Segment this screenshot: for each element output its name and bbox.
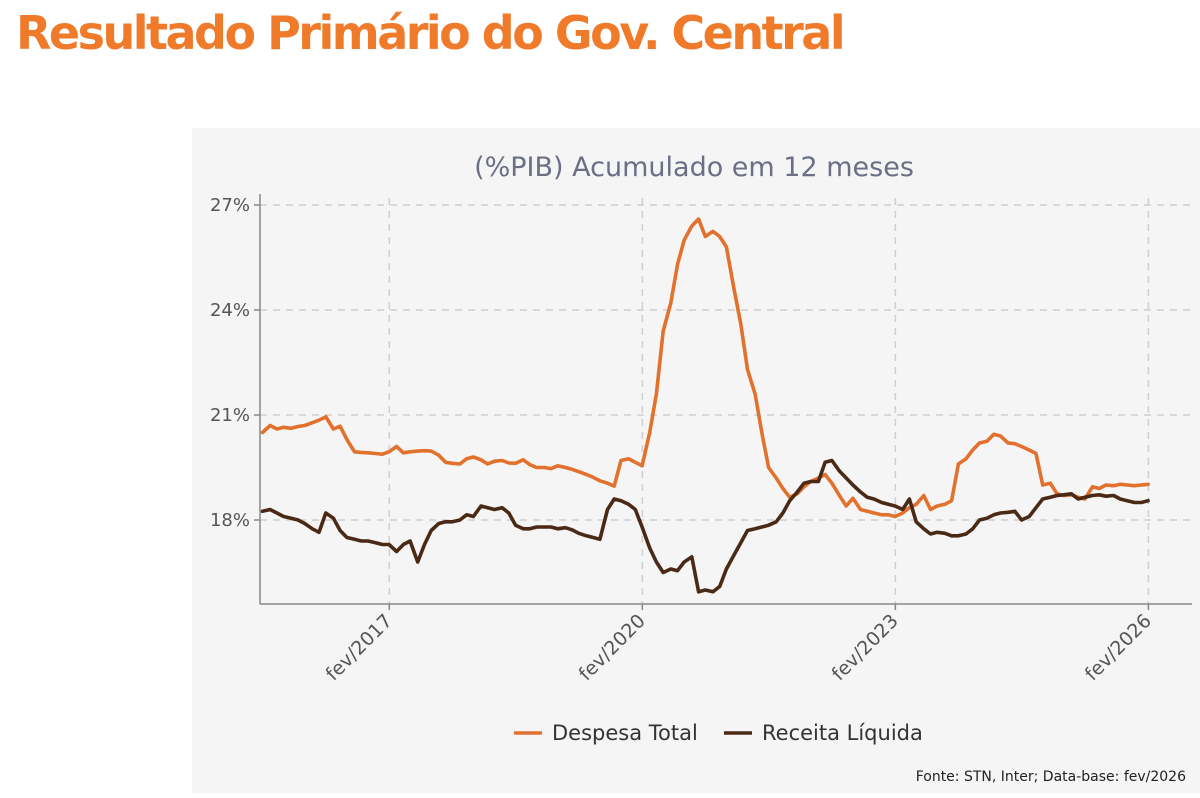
series-despesa-total-line bbox=[260, 217, 1150, 519]
legend-label: Despesa Total bbox=[552, 721, 698, 745]
legend-label: Receita Líquida bbox=[762, 721, 923, 745]
chart: (%PIB) Acumulado em 12 meses 27% 24% 21% 18… bbox=[210, 152, 1192, 745]
y-tick-label: 18% bbox=[210, 510, 250, 531]
y-tick-label: 27% bbox=[210, 195, 250, 216]
legend: Despesa Total Receita Líquida bbox=[514, 721, 923, 745]
source-note: Fonte: STN, Inter; Data-base: fev/2026 bbox=[915, 769, 1186, 785]
x-tick-label: fev/2017 bbox=[322, 610, 397, 685]
page-title: Resultado Primário do Gov. Central bbox=[16, 6, 846, 60]
series-lines bbox=[260, 217, 1150, 594]
y-axis-ticks: 27% 24% 21% 18% bbox=[210, 195, 250, 531]
x-tick-label: fev/2020 bbox=[575, 610, 650, 685]
y-tick-label: 24% bbox=[210, 300, 250, 321]
chart-panel: (%PIB) Acumulado em 12 meses 27% 24% 21% 18… bbox=[192, 128, 1200, 793]
x-axis-ticks: fev/2017 fev/2020 fev/2023 fev/2026 bbox=[322, 610, 1156, 685]
chart-subtitle: (%PIB) Acumulado em 12 meses bbox=[474, 152, 914, 183]
axes bbox=[254, 194, 1192, 610]
grid bbox=[260, 198, 1192, 604]
x-tick-label: fev/2023 bbox=[828, 610, 903, 685]
y-tick-label: 21% bbox=[210, 405, 250, 426]
series-receita-liquida-line bbox=[260, 458, 1150, 594]
x-tick-label: fev/2026 bbox=[1081, 610, 1156, 685]
